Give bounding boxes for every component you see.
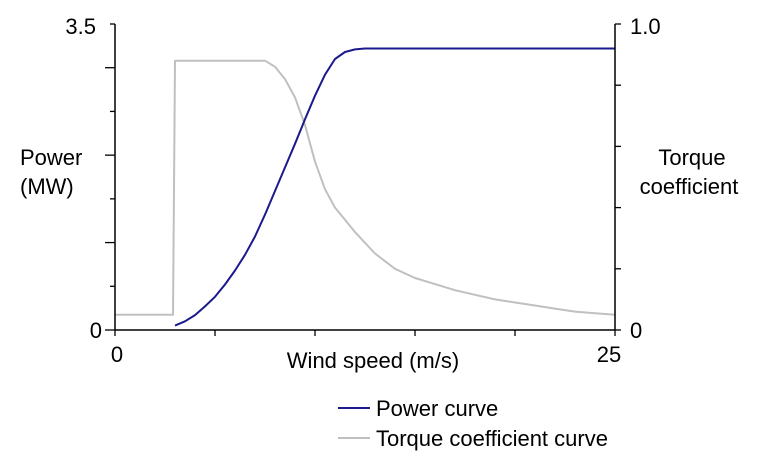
- x-axis-label: Wind speed (m/s): [287, 348, 459, 373]
- torque-coefficient-curve-line: [115, 59, 616, 316]
- y-left-tick-top: 3.5: [65, 14, 96, 39]
- y-right-label-line2: coefficient: [640, 174, 739, 199]
- power-curve-line: [174, 47, 615, 327]
- x-tick-left: 0: [111, 342, 123, 367]
- y-left-tick-bottom: 0: [90, 318, 102, 343]
- legend-label-torque: Torque coefficient curve: [376, 426, 608, 451]
- legend-label-power: Power curve: [376, 396, 498, 421]
- tick-marks: [105, 23, 621, 336]
- axes: [105, 23, 621, 336]
- y-left-label-line1: Power: [20, 145, 82, 170]
- x-tick-right: 25: [597, 342, 621, 367]
- plot-lines: [115, 47, 616, 327]
- legend: Power curve Torque coefficient curve: [338, 396, 608, 451]
- y-right-tick-bottom: 0: [630, 318, 642, 343]
- y-right-label-line1: Torque: [658, 145, 725, 170]
- y-left-label-line2: (MW): [20, 174, 74, 199]
- y-right-tick-top: 1.0: [630, 14, 661, 39]
